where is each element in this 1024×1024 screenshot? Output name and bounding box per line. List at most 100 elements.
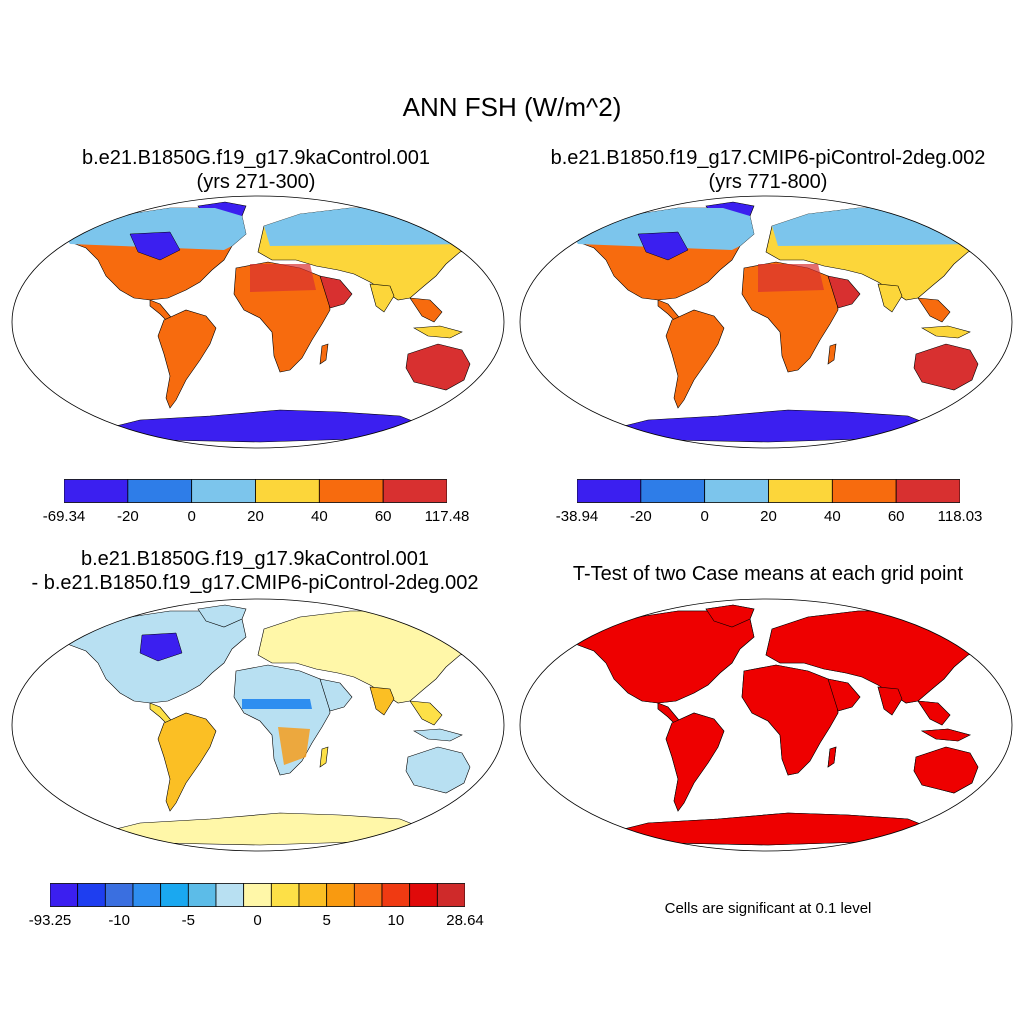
- sahel-band: [242, 699, 312, 709]
- arabia-region: [319, 678, 353, 712]
- colorbar-tick-label: -10: [108, 912, 130, 929]
- colorbar-swatch: [895, 479, 960, 503]
- colorbar-tick-label: -20: [629, 508, 652, 525]
- colorbar-swatch: [381, 883, 411, 907]
- colorbar-tick-label: 117.48: [424, 508, 470, 525]
- colorbar-tick-label: 40: [310, 508, 328, 525]
- indonesia-significant: [921, 728, 971, 742]
- australia-significant: [913, 746, 979, 794]
- figure-title: ANN FSH (W/m^2): [402, 92, 622, 122]
- colorbar-swatch: [127, 479, 193, 503]
- map-border: [11, 598, 505, 852]
- map-land: [569, 201, 1001, 443]
- africa-significant: [741, 664, 839, 776]
- map-land: [569, 604, 1001, 846]
- colorbar-tick-label: 20: [760, 508, 777, 525]
- panel3-title-line2: - b.e21.B1850.f19_g17.CMIP6-piControl-2d…: [31, 572, 479, 594]
- india-region: [369, 686, 395, 716]
- panel2-title-line2: (yrs 771-800): [708, 171, 828, 193]
- southAmerica-region: [157, 712, 217, 812]
- colorbar-swatch: [831, 479, 897, 503]
- panel1-colorbar-labels: -69.34 -20 0 20 40 60 117.48: [43, 508, 470, 528]
- colorbar-swatch: [187, 883, 217, 907]
- northAmerica-significant: [569, 610, 755, 704]
- panel2-title: b.e21.B1850.f19_g17.CMIP6-piControl-2deg…: [512, 146, 1024, 194]
- antarctica-region: [99, 409, 431, 443]
- panel3-title: b.e21.B1850G.f19_g17.9kaControl.001 - b.…: [0, 547, 520, 595]
- colorbar-tick-label: -5: [181, 912, 195, 929]
- sahara-region: [758, 264, 824, 292]
- panel2-colorbar-labels: -38.94 -20 0 20 40 60 118.03: [556, 508, 983, 528]
- madagascar-significant: [827, 746, 837, 768]
- africa-region: [233, 664, 331, 776]
- arabia-region: [827, 275, 861, 309]
- madagascar-region: [319, 746, 329, 768]
- india-region: [877, 283, 903, 313]
- colorbar-swatch: [243, 883, 272, 907]
- colorbar-tick-label: 0: [700, 508, 709, 525]
- southAmerica-region: [157, 309, 217, 409]
- seAsia-region: [409, 297, 443, 323]
- seAsia-significant: [917, 700, 951, 726]
- colorbar-swatch: [409, 883, 438, 907]
- colorbar-swatch: [215, 883, 245, 907]
- india-region: [369, 283, 395, 313]
- colorbar-swatch: [298, 883, 328, 907]
- colorbar-tick-label: -93.25: [28, 912, 72, 929]
- hudson-region: [637, 231, 689, 261]
- colorbar-tick-label: 20: [247, 508, 264, 525]
- panel1-title-line2: (yrs 271-300): [196, 171, 316, 193]
- map-border: [519, 598, 1013, 852]
- colorbar-swatch: [704, 479, 769, 503]
- sahara-region: [250, 264, 316, 292]
- india-significant: [877, 686, 903, 716]
- boreal-band: [772, 208, 1000, 246]
- colorbar-swatch: [270, 883, 300, 907]
- map-land: [61, 604, 493, 846]
- panel3-colorbar-labels: -93.25 -10 -5 0 5 10 28.64: [29, 912, 484, 932]
- hudson-region: [139, 632, 183, 662]
- australia-region: [913, 343, 979, 391]
- indonesia-region: [413, 325, 463, 339]
- panel1-map: [11, 195, 505, 449]
- colorbar-swatch: [77, 883, 106, 907]
- map-border: [519, 195, 1013, 449]
- arabia-significant: [827, 678, 861, 712]
- panel1-title-line1: b.e21.B1850G.f19_g17.9kaControl.001: [81, 147, 431, 169]
- panel1-title: b.e21.B1850G.f19_g17.9kaControl.001 (yrs…: [0, 146, 512, 194]
- colorbar-swatch: [382, 479, 447, 503]
- colorbar-swatch: [104, 883, 134, 907]
- colorbar-swatch: [326, 883, 355, 907]
- colorbar-tick-label: 28.64: [446, 912, 484, 929]
- hudson-region: [129, 231, 181, 261]
- antarctica-region: [607, 409, 939, 443]
- antarctica-significant: [607, 812, 939, 846]
- panel1-colorbar: [64, 479, 447, 503]
- colorbar-swatch: [577, 479, 642, 503]
- seAsia-region: [917, 297, 951, 323]
- southAmerica-significant: [665, 712, 725, 812]
- panel3-title-line1: b.e21.B1850G.f19_g17.9kaControl.001: [80, 548, 430, 570]
- madagascar-region: [827, 343, 837, 365]
- southAmerica-region: [665, 309, 725, 409]
- colorbar-swatch: [160, 883, 189, 907]
- panel2-colorbar: [577, 479, 960, 503]
- panel3-colorbar: [50, 883, 465, 907]
- colorbar-swatch: [255, 479, 320, 503]
- panel2-title-line1: b.e21.B1850.f19_g17.CMIP6-piControl-2deg…: [550, 147, 986, 169]
- colorbar-tick-label: -20: [116, 508, 139, 525]
- colorbar-tick-label: 40: [823, 508, 841, 525]
- antarctica-region: [99, 812, 431, 846]
- colorbar-swatch: [353, 883, 383, 907]
- australia-region: [405, 746, 471, 794]
- colorbar-swatch: [50, 883, 79, 907]
- arabia-region: [319, 275, 353, 309]
- colorbar-swatch: [191, 479, 256, 503]
- southern-africa-region: [278, 727, 310, 765]
- colorbar-tick-label: -69.34: [42, 508, 86, 525]
- indonesia-region: [921, 325, 971, 339]
- colorbar-swatch: [640, 479, 706, 503]
- colorbar-tick-label: 60: [374, 508, 392, 525]
- greenland-region: [197, 604, 247, 628]
- panel4-map: [519, 598, 1013, 852]
